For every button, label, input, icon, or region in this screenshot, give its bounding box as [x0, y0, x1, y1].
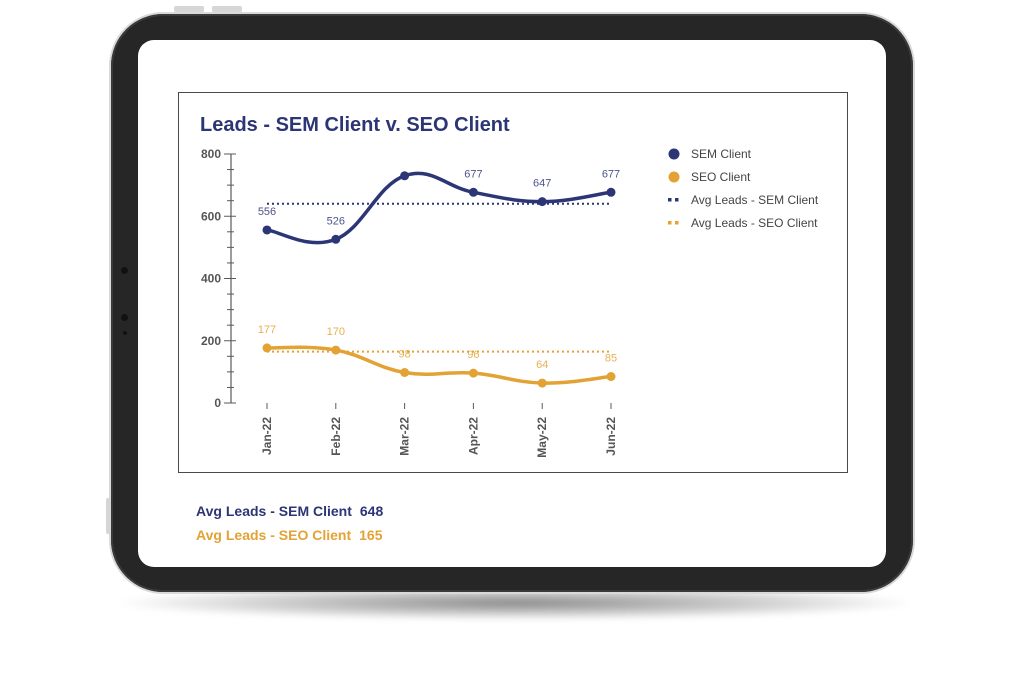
- volume-button-top: [174, 6, 204, 12]
- sem-data-point: [262, 225, 272, 235]
- summary-sem: Avg Leads - SEM Client 648: [181, 487, 383, 535]
- seo-data-point: [400, 367, 410, 377]
- camera-icon: [121, 267, 128, 274]
- seo-data-label: 85: [605, 353, 617, 365]
- summary-seo-value: 165: [359, 527, 383, 543]
- legend-label: Avg Leads - SEM Client: [691, 193, 819, 207]
- x-tick-label: Jan-22: [260, 417, 274, 455]
- sem-data-label: 677: [602, 168, 620, 180]
- seo-data-point: [537, 378, 547, 388]
- seo-data-label: 98: [398, 348, 410, 360]
- seo-data-label: 170: [327, 326, 345, 338]
- summary-seo-label: Avg Leads - SEO Client: [196, 527, 352, 543]
- legend-marker-icon: [668, 171, 680, 183]
- volume-button-top-2: [212, 6, 242, 12]
- sem-series-line: [265, 171, 613, 245]
- sem-data-point: [468, 187, 478, 197]
- seo-data-label: 177: [258, 324, 276, 336]
- sensor-icon: [121, 314, 128, 321]
- sem-data-label: 556: [258, 206, 276, 218]
- y-tick-label: 600: [201, 209, 221, 223]
- legend-dash-icon: [668, 221, 672, 225]
- chart-panel: Leads - SEM Client v. SEO Client 0 200 400 6…: [178, 92, 848, 473]
- seo-data-point: [331, 345, 341, 355]
- sem-data-point: [537, 197, 547, 207]
- sem-data-label: 677: [464, 168, 482, 180]
- leads-line-chart: Leads - SEM Client v. SEO Client 0 200 400 6…: [200, 114, 819, 458]
- sem-data-point: [331, 234, 341, 244]
- summary-seo: Avg Leads - SEO Client 165: [181, 511, 382, 559]
- seo-data-label: 96: [467, 349, 479, 361]
- y-tick-label: 800: [201, 147, 221, 161]
- x-tick-label: Apr-22: [466, 417, 480, 455]
- legend-label: SEO Client: [691, 170, 751, 184]
- seo-data-label: 64: [536, 359, 548, 371]
- y-tick-label: 0: [214, 396, 221, 410]
- sem-data-point: [400, 171, 410, 181]
- sem-data-label: 647: [533, 178, 551, 190]
- mic-icon: [123, 331, 127, 335]
- legend-label: SEM Client: [691, 147, 752, 161]
- seo-series-line: [265, 345, 613, 385]
- sem-data-point: [606, 187, 616, 197]
- legend-marker-icon: [668, 148, 680, 160]
- seo-data-point: [606, 372, 616, 382]
- legend-dash-icon: [668, 198, 672, 202]
- x-tick-label: Mar-22: [398, 417, 412, 456]
- y-tick-label: 400: [201, 272, 221, 286]
- y-tick-label: 200: [201, 334, 221, 348]
- summary-sem-label: Avg Leads - SEM Client: [196, 503, 352, 519]
- x-tick-label: Feb-22: [329, 417, 343, 456]
- legend-dash-icon: [675, 198, 679, 202]
- x-tick-label: May-22: [535, 417, 549, 458]
- summary-sem-value: 648: [359, 503, 384, 519]
- power-button-side: [106, 498, 111, 534]
- tablet-screen: Leads - SEM Client v. SEO Client 0 200 400 6…: [138, 40, 886, 567]
- sem-data-label: 526: [327, 215, 345, 227]
- chart-title: Leads - SEM Client v. SEO Client: [200, 114, 510, 136]
- legend-label: Avg Leads - SEO Client: [691, 216, 818, 230]
- legend-dash-icon: [675, 221, 679, 225]
- x-tick-label: Jun-22: [604, 417, 618, 456]
- seo-data-point: [262, 343, 272, 353]
- seo-data-point: [468, 368, 478, 378]
